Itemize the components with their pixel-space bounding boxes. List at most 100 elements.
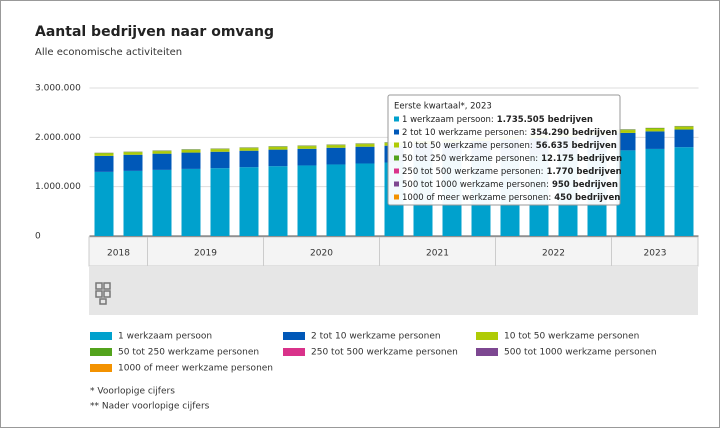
legend-label: 250 tot 500 werkzame personen xyxy=(311,348,458,358)
tooltip-swatch xyxy=(394,155,399,161)
tooltip-text: 1000 of meer werkzame personen: xyxy=(402,193,551,203)
bar-segment xyxy=(645,128,665,132)
tooltip-swatch xyxy=(394,116,399,122)
bar-segment xyxy=(94,155,114,172)
bar-segment xyxy=(674,147,694,236)
legend-label: 50 tot 250 werkzame personen xyxy=(118,348,259,358)
tooltip-value: 56.635 bedrijven xyxy=(536,141,617,151)
footnote: * Voorlopige cijfers xyxy=(90,387,175,397)
tooltip-value: 12.175 bedrijven xyxy=(541,154,622,164)
bar-segment xyxy=(268,146,288,148)
bar-segment xyxy=(674,126,694,130)
bar-segment xyxy=(210,149,230,152)
legend-label: 1 werkzaam persoon xyxy=(118,332,212,342)
bar-segment xyxy=(326,164,346,236)
x-group-label: 2022 xyxy=(542,249,565,259)
navigator xyxy=(89,266,698,315)
legend-swatch xyxy=(476,348,498,356)
bar-segment xyxy=(210,151,230,169)
tooltip-item: 250 tot 500 werkzame personen: 1.770 bedr… xyxy=(402,167,622,177)
bar-segment xyxy=(616,129,636,131)
tooltip-text: 2 tot 10 werkzame personen: xyxy=(402,128,527,138)
bar-segment xyxy=(674,126,694,127)
tooltip-swatch xyxy=(394,142,399,148)
tooltip-item: 1000 of meer werkzame personen: 450 bedri… xyxy=(402,193,620,203)
legend-label: 500 tot 1000 werkzame personen xyxy=(504,348,657,358)
bar-segment xyxy=(123,170,143,236)
x-group-label: 2023 xyxy=(644,249,667,259)
tooltip-value: 1.770 bedrijven xyxy=(547,167,622,177)
tooltip-value: 354.290 bedrijven xyxy=(530,128,617,138)
bar-segment xyxy=(616,132,636,151)
x-group-label: 2021 xyxy=(426,249,449,259)
bar-segment xyxy=(645,131,665,149)
bar-segment xyxy=(355,144,375,147)
bar-segment xyxy=(239,167,259,236)
tooltip-text: 1 werkzaam persoon: xyxy=(402,115,494,125)
y-tick-label: 2.000.000 xyxy=(35,133,81,143)
bar-segment xyxy=(239,150,259,168)
bar-segment xyxy=(297,145,317,147)
bar-segment xyxy=(616,150,636,236)
tooltip-item: 1 werkzaam persoon: 1.735.505 bedrijven xyxy=(402,115,593,125)
x-axis-band xyxy=(88,236,699,267)
bar-segment xyxy=(152,169,172,236)
bar-segment xyxy=(297,165,317,236)
tooltip-text: 250 tot 500 werkzame personen: xyxy=(402,167,544,177)
legend-swatch xyxy=(283,332,305,340)
bar-segment xyxy=(239,147,259,149)
bar-segment xyxy=(123,151,143,153)
tooltip-box xyxy=(387,94,621,206)
tooltip-text: 50 tot 250 werkzame personen: xyxy=(402,154,538,164)
bar-segment xyxy=(355,163,375,236)
bar-segment xyxy=(355,143,375,145)
bar-segment xyxy=(297,148,317,166)
bar-segment xyxy=(181,150,201,153)
x-group-label: 2018 xyxy=(107,249,130,259)
bar-segment xyxy=(181,152,201,169)
bar-segment xyxy=(616,130,636,133)
bar-segment xyxy=(152,151,172,154)
tooltip-item: 50 tot 250 werkzame personen: 12.175 bedr… xyxy=(402,154,622,164)
legend-label: 2 tot 10 werkzame personen xyxy=(311,332,441,342)
legend-label: 1000 of meer werkzame personen xyxy=(118,364,273,374)
bar-segment xyxy=(94,152,114,154)
tooltip-swatch xyxy=(394,194,399,200)
tooltip-value: 450 bedrijven xyxy=(554,193,620,203)
tooltip-item: 10 tot 50 werkzame personen: 56.635 bedri… xyxy=(402,141,617,151)
bar-segment xyxy=(239,148,259,151)
tooltip: Eerste kwartaal*, 2023 1 werkzaam persoon… xyxy=(387,94,622,206)
bar-segment xyxy=(297,146,317,149)
legend-swatch xyxy=(476,332,498,340)
chart-subtitle: Alle economische activiteiten xyxy=(35,47,182,58)
legend-label: 10 tot 50 werkzame personen xyxy=(504,332,639,342)
bar-segment xyxy=(181,149,201,151)
bar-segment xyxy=(268,166,288,236)
x-group-label: 2019 xyxy=(194,249,217,259)
legend-swatch xyxy=(90,348,112,356)
bar-segment xyxy=(268,149,288,167)
bar-segment xyxy=(123,154,143,171)
tooltip-value: 950 bedrijven xyxy=(552,180,618,190)
bar-segment xyxy=(355,146,375,164)
y-tick-label: 0 xyxy=(35,232,41,242)
bar-segment xyxy=(326,145,346,148)
y-tick-label: 3.000.000 xyxy=(35,84,81,94)
legend-swatch xyxy=(283,348,305,356)
bar-segment xyxy=(152,150,172,152)
tooltip-swatch xyxy=(394,168,399,174)
bar-segment xyxy=(152,153,172,170)
y-tick-label: 1.000.000 xyxy=(35,182,81,192)
bar-segment xyxy=(210,168,230,236)
tooltip-text: 500 tot 1000 werkzame personen: xyxy=(402,180,549,190)
bar-segment xyxy=(94,153,114,156)
tooltip-swatch xyxy=(394,181,399,187)
bar-segment xyxy=(181,168,201,236)
tooltip-text: 10 tot 50 werkzame personen: xyxy=(402,141,533,151)
bar-segment xyxy=(210,148,230,150)
tooltip-value: 1.735.505 bedrijven xyxy=(497,115,593,125)
legend-swatch xyxy=(90,332,112,340)
logo xyxy=(95,282,111,305)
chart-title: Aantal bedrijven naar omvang xyxy=(35,24,274,40)
